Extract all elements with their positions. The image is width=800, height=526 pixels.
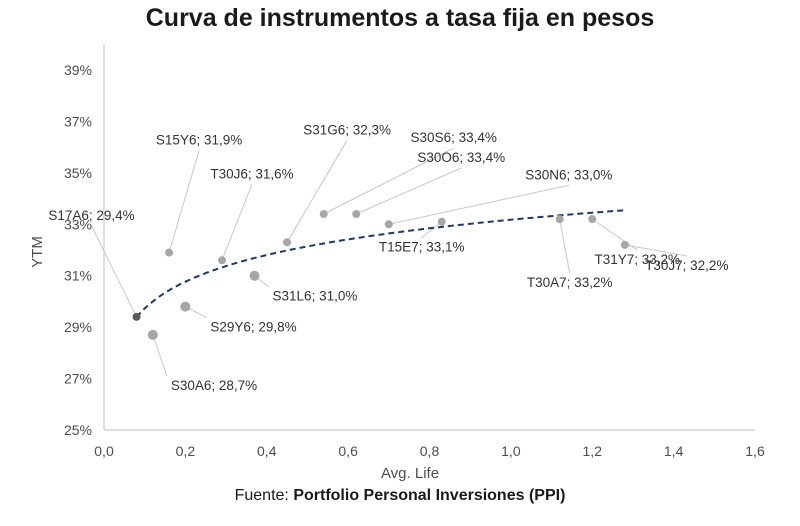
leader-line: [559, 219, 571, 274]
leader-line: [388, 184, 569, 225]
data-point: [319, 210, 328, 218]
data-point: [588, 215, 597, 224]
data-label: S30A6; 28,7%: [171, 378, 257, 393]
leader-line: [356, 167, 462, 215]
data-point: [249, 270, 260, 281]
data-point: [620, 240, 629, 249]
data-label: S30N6; 33,0%: [525, 167, 612, 182]
data-point: [352, 210, 361, 218]
data-label: T31Y7; 33,2%: [594, 252, 680, 267]
data-point: [132, 312, 141, 321]
leader-line: [323, 147, 454, 215]
data-point: [384, 220, 393, 229]
leader-line: [152, 334, 168, 377]
x-tick-label: 0,4: [257, 443, 277, 459]
y-axis-title: YTM: [29, 236, 46, 268]
y-tick-label: 35%: [64, 165, 92, 181]
data-point: [147, 329, 158, 340]
x-axis-title: Avg. Life: [381, 465, 439, 482]
data-points: [132, 210, 629, 340]
x-tick-label: 0,2: [176, 443, 196, 459]
trendline: [135, 209, 625, 318]
leader-line: [221, 184, 253, 261]
leader-line: [591, 218, 638, 251]
data-point: [165, 248, 174, 257]
leader-line: [91, 225, 137, 318]
data-label: S30S6; 33,4%: [411, 130, 497, 145]
leader-line: [286, 140, 348, 243]
data-label: S31G6; 32,3%: [303, 122, 391, 137]
data-label: T15E7; 33,1%: [379, 240, 465, 255]
leader-line: [624, 244, 687, 257]
leader-line: [168, 150, 200, 253]
label-leader-lines: [91, 140, 687, 377]
data-point: [180, 301, 191, 312]
data-point: [283, 238, 292, 247]
x-tick-label: 0,6: [338, 443, 358, 459]
data-point: [217, 256, 226, 265]
x-tick-label: 0,8: [420, 443, 440, 459]
leader-line: [421, 221, 443, 239]
data-label: S17A6; 29,4%: [48, 208, 134, 223]
data-label: T30J6; 31,6%: [210, 166, 293, 181]
x-tick-label: 1,2: [583, 443, 603, 459]
y-tick-label: 33%: [64, 216, 92, 232]
data-point: [555, 215, 564, 224]
source-name: Portfolio Personal Inversiones (PPI): [293, 487, 566, 504]
data-label: T30A7; 33,2%: [527, 275, 613, 290]
data-label: S31L6; 31,0%: [273, 289, 358, 304]
data-point: [437, 217, 446, 226]
y-tick-label: 37%: [64, 113, 92, 129]
y-tick-label: 31%: [64, 268, 92, 284]
data-label: T30J7; 32,2%: [645, 258, 728, 273]
source-note: Fuente: Portfolio Personal Inversiones (…: [0, 487, 800, 505]
chart-title: Curva de instrumentos a tasa fija en pes…: [145, 4, 655, 32]
x-tick-label: 0,0: [94, 443, 114, 459]
data-label: S29Y6; 29,8%: [210, 320, 296, 335]
source-prefix: Fuente:: [234, 487, 289, 504]
x-axis-ticks: 0,0 0,2 0,4 0,6 0,8 1,0 1,2 1,4 1,6: [94, 443, 765, 459]
y-tick-label: 27%: [64, 371, 92, 387]
data-label: S15Y6; 31,9%: [156, 133, 242, 148]
y-tick-label: 25%: [64, 422, 92, 438]
y-tick-label: 39%: [64, 62, 92, 78]
x-tick-label: 1,4: [664, 443, 684, 459]
data-labels: S17A6; 29,4% S30A6; 28,7% S15Y6; 31,9% S29Y…: [48, 122, 728, 393]
x-tick-label: 1,0: [501, 443, 521, 459]
y-tick-label: 29%: [64, 319, 92, 335]
data-label: S30O6; 33,4%: [417, 150, 505, 165]
y-axis-ticks: 25% 27% 29% 31% 33% 35% 37% 39%: [64, 62, 92, 438]
x-tick-label: 1,6: [745, 443, 765, 459]
